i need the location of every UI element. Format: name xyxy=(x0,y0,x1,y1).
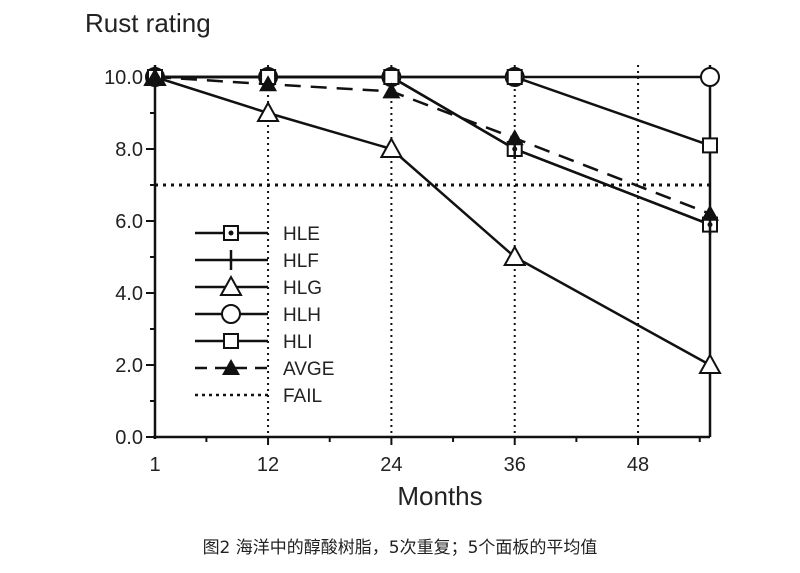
legend-label-hli: HLI xyxy=(283,332,313,353)
series-hlf-line xyxy=(155,75,711,226)
y-tick-label: 8.0 xyxy=(115,139,143,161)
triangle-marker xyxy=(219,274,243,296)
legend-label-hlf: HLF xyxy=(283,251,319,272)
triangle-marker xyxy=(382,82,401,99)
y-tick-label: 10.0 xyxy=(104,67,143,89)
square-marker xyxy=(702,137,718,154)
legend-marker-hlg xyxy=(219,274,243,296)
x-tick-label: 24 xyxy=(380,454,402,476)
x-axis-label: Months xyxy=(397,481,482,511)
legend-marker-hle xyxy=(223,225,239,241)
x-tick-label: 1 xyxy=(149,454,160,476)
series-avge-point xyxy=(701,204,719,221)
series-hli-point xyxy=(506,69,523,85)
series-avge-point xyxy=(259,75,278,92)
dot xyxy=(228,230,234,236)
legend-label-hlg: HLG xyxy=(283,278,322,299)
series-hlg-point xyxy=(698,352,722,374)
series-hle-line xyxy=(155,75,711,226)
triangle-marker xyxy=(503,244,527,266)
x-tick-label: 12 xyxy=(257,454,279,476)
legend-marker-hlh xyxy=(221,304,241,324)
triangle-marker xyxy=(379,136,404,158)
line-chart: Rust rating Months 0.0 2.0 4.0 6.0 8.0 10.0 1 1… xyxy=(85,8,722,511)
y-axis-label: Rust rating xyxy=(85,8,211,38)
legend-label-hle: HLE xyxy=(283,224,320,245)
series-avge-point xyxy=(382,82,401,99)
square-marker xyxy=(506,69,523,85)
legend: HLE HLF HLG HLH HLI AVGE FAIL xyxy=(195,224,334,407)
series-hli-point xyxy=(702,137,718,154)
series-hlg-point xyxy=(503,244,527,266)
series-avge-point xyxy=(505,129,524,146)
triangle-marker xyxy=(146,68,164,84)
square-marker xyxy=(383,69,400,85)
legend-label-fail: FAIL xyxy=(283,386,322,407)
circle-marker xyxy=(700,67,720,87)
series-hlh-point xyxy=(700,67,720,87)
series-hlg-point xyxy=(379,136,404,158)
circle-marker xyxy=(221,304,241,324)
y-tick-label: 2.0 xyxy=(115,355,143,377)
triangle-marker xyxy=(256,100,280,122)
legend-marker-hli xyxy=(223,333,239,349)
triangle-marker xyxy=(698,352,722,374)
x-tick-label: 48 xyxy=(627,454,649,476)
series-avge-point xyxy=(146,68,164,84)
y-tick-label: 6.0 xyxy=(115,211,143,233)
triangle-marker xyxy=(222,359,240,375)
series-hli-point xyxy=(383,69,400,85)
series-hli-line xyxy=(155,75,711,147)
triangle-marker xyxy=(259,75,278,92)
x-tick-label: 36 xyxy=(504,454,526,476)
series-hlg-line xyxy=(154,75,711,367)
series-hlg-point xyxy=(256,100,280,122)
legend-marker-avge xyxy=(222,359,240,375)
triangle-marker xyxy=(505,129,524,146)
y-tick-label: 0.0 xyxy=(115,427,143,449)
legend-label-hlh: HLH xyxy=(283,305,321,326)
figure-caption: 图2 海洋中的醇酸树脂，5次重复；5个面板的平均值 xyxy=(202,538,598,558)
square-marker xyxy=(223,333,239,349)
triangle-marker xyxy=(701,204,719,221)
y-tick-label: 4.0 xyxy=(115,283,143,305)
legend-label-avge: AVGE xyxy=(283,359,334,380)
